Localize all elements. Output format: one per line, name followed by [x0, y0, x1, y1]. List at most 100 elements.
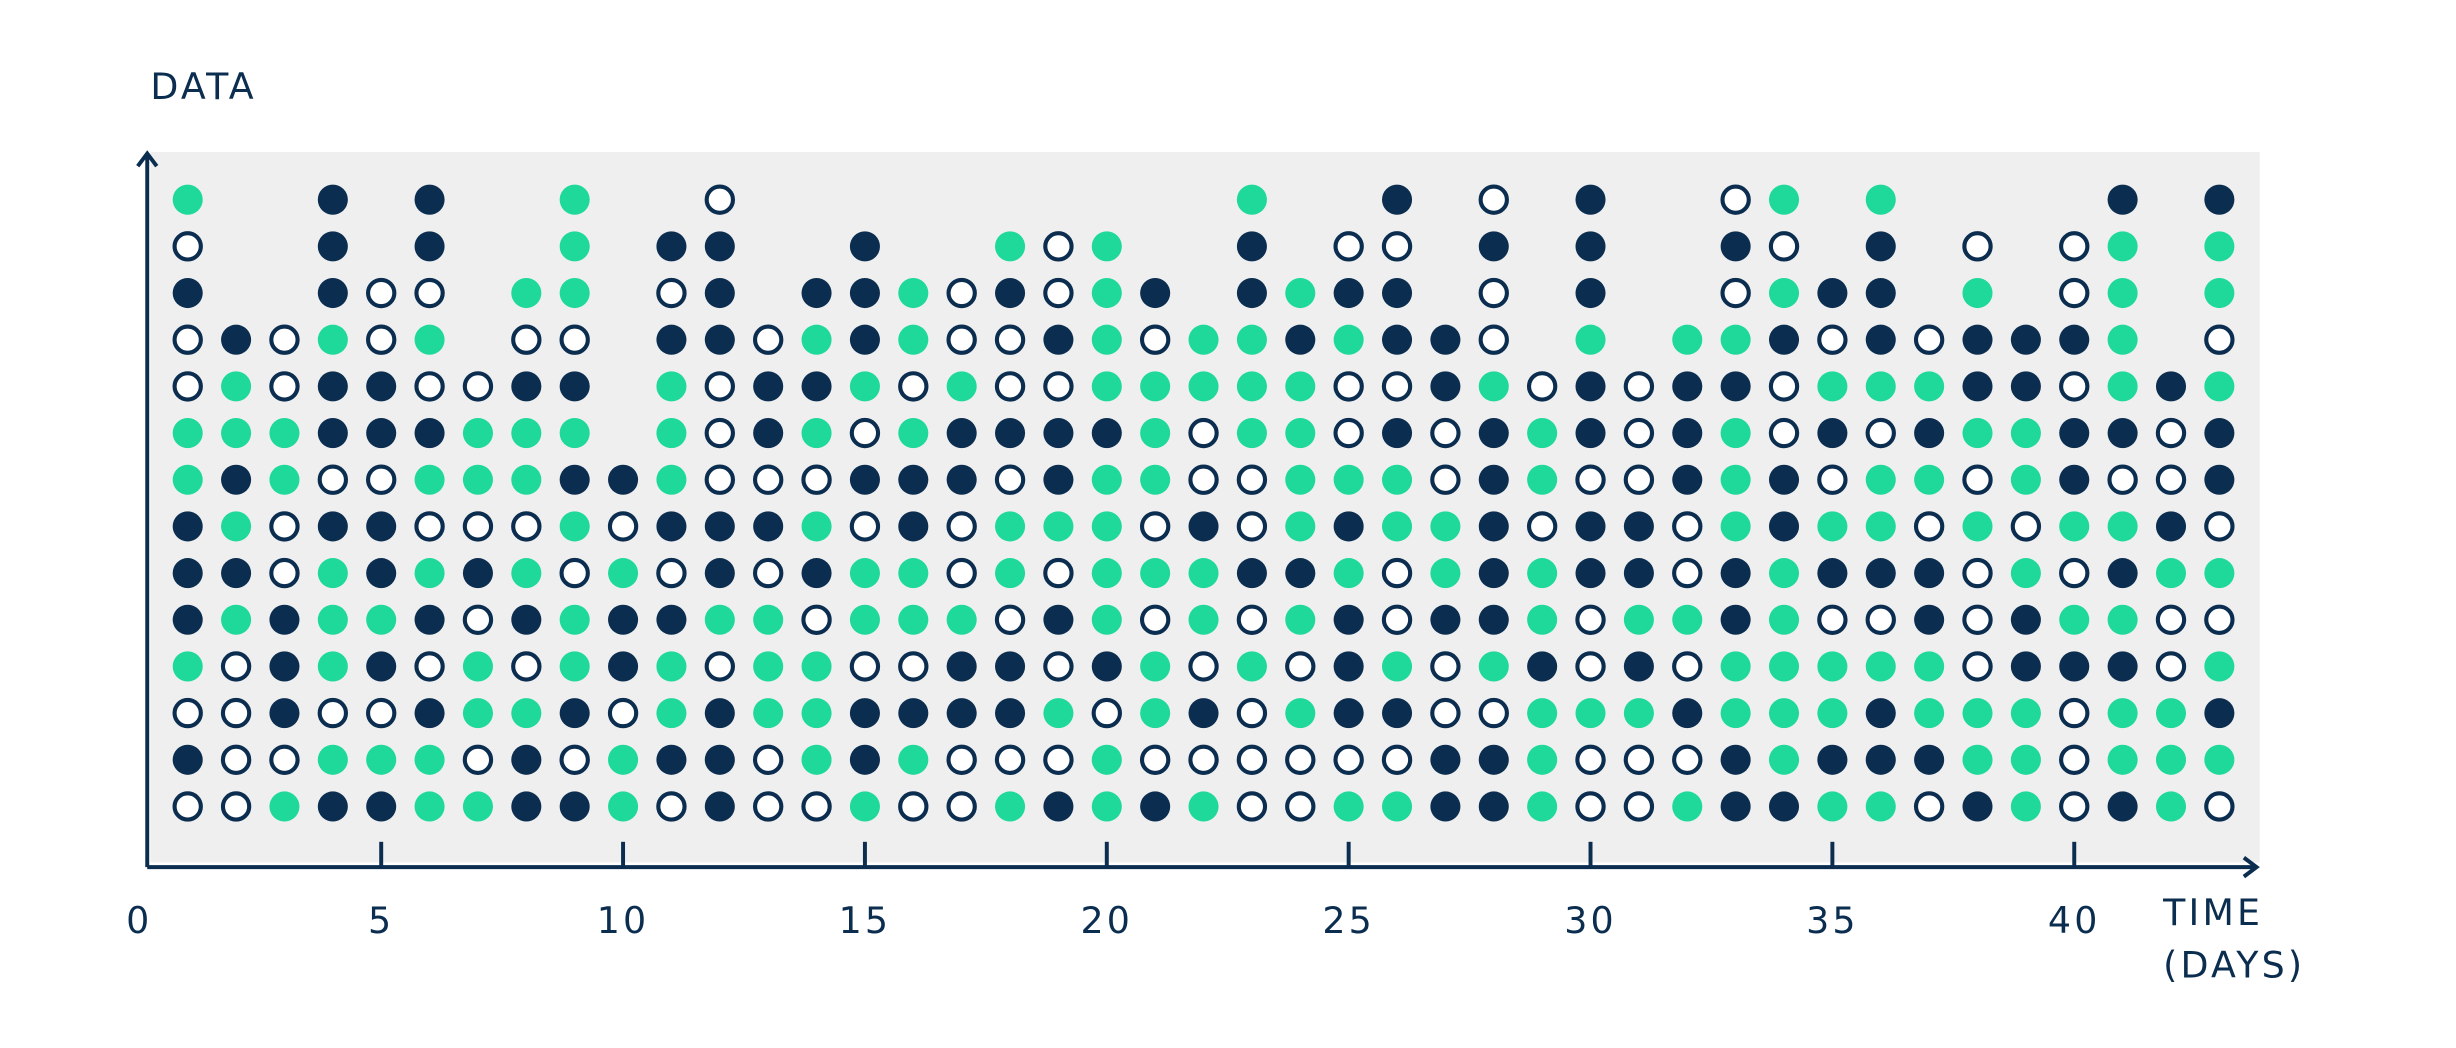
dot: [1913, 791, 1945, 822]
dot: [317, 651, 348, 682]
dot: [849, 558, 880, 589]
dot: [1865, 651, 1896, 682]
dot: [1430, 417, 1461, 449]
dot: [2155, 417, 2187, 449]
dot: [1575, 511, 1606, 542]
dot: [221, 604, 252, 635]
dot: [2107, 744, 2138, 775]
dot: [1865, 371, 1896, 402]
dot: [1140, 698, 1171, 729]
dot: [1478, 511, 1509, 542]
dot: [317, 604, 348, 635]
dot: [752, 324, 784, 355]
x-tick-label: 20: [1080, 899, 1133, 942]
dot: [2204, 511, 2235, 542]
dot: [801, 371, 832, 402]
dot: [1043, 277, 1074, 309]
dot: [462, 604, 494, 635]
dot: [1285, 511, 1316, 542]
dot: [1188, 464, 1219, 495]
dot: [1962, 278, 1993, 309]
dot: [1188, 371, 1219, 402]
dot: [1720, 418, 1751, 449]
dot: [1139, 324, 1171, 355]
dot: [946, 324, 977, 355]
dot: [1575, 231, 1606, 262]
dot: [2204, 231, 2235, 262]
dot: [269, 651, 300, 682]
dot: [269, 418, 300, 449]
dot: [366, 464, 397, 495]
dot: [1527, 698, 1558, 729]
dot: [1865, 744, 1896, 775]
dot: [269, 698, 300, 729]
dot: [801, 278, 832, 309]
dot: [995, 278, 1026, 309]
dot: [1527, 558, 1558, 589]
dot: [1527, 418, 1558, 449]
dot: [2059, 418, 2090, 449]
dot: [1188, 324, 1219, 355]
dot: [898, 371, 929, 402]
dot: [1672, 698, 1703, 729]
dot: [1091, 278, 1122, 309]
dot: [1914, 558, 1945, 589]
dot: [995, 511, 1026, 542]
dot: [2010, 604, 2041, 635]
dot: [2204, 278, 2235, 309]
dot: [2204, 651, 2235, 682]
dot: [1768, 744, 1800, 775]
dot: [1236, 324, 1267, 355]
dot: [1381, 184, 1413, 215]
dot: [849, 231, 880, 262]
dot: [1236, 697, 1268, 729]
dot: [511, 558, 542, 589]
dot: [269, 604, 300, 635]
dot: [656, 277, 687, 309]
dot: [269, 557, 300, 589]
dot: [1478, 651, 1509, 682]
dot: [317, 231, 348, 262]
dot: [2155, 511, 2187, 542]
dot: [1575, 791, 1606, 822]
dot: [1188, 651, 1219, 682]
dot: [1672, 744, 1703, 775]
dot: [172, 184, 203, 215]
dot: [1527, 464, 1558, 495]
dot: [2155, 464, 2187, 495]
dot: [2059, 324, 2090, 355]
dot: [1865, 278, 1896, 309]
dot: [946, 791, 977, 822]
dot: [2155, 791, 2187, 822]
dot: [1672, 557, 1703, 589]
dot: [1091, 791, 1122, 822]
dot: [801, 511, 832, 542]
dot: [414, 604, 445, 635]
dot: [1285, 418, 1316, 449]
dot: [1478, 558, 1509, 589]
dot: [511, 371, 542, 402]
dot: [1623, 744, 1655, 775]
dot: [511, 791, 542, 822]
dot: [1188, 558, 1219, 589]
dot: [1236, 184, 1267, 215]
dot: [1768, 651, 1800, 682]
dot: [1720, 464, 1751, 495]
dot: [2155, 698, 2187, 729]
dot: [995, 698, 1026, 729]
dot: [1575, 604, 1606, 635]
dot: [704, 651, 735, 682]
dot: [414, 371, 445, 402]
dot: [1817, 464, 1848, 495]
dot: [1962, 324, 1993, 355]
dot: [1043, 791, 1074, 822]
dot: [1623, 791, 1655, 822]
dot: [1623, 464, 1655, 495]
dot: [1236, 464, 1268, 495]
dot: [511, 278, 542, 309]
dot: [656, 698, 687, 729]
dot: [1720, 277, 1751, 309]
dot: [172, 744, 203, 775]
dot: [1381, 231, 1413, 262]
dot: [220, 791, 252, 822]
